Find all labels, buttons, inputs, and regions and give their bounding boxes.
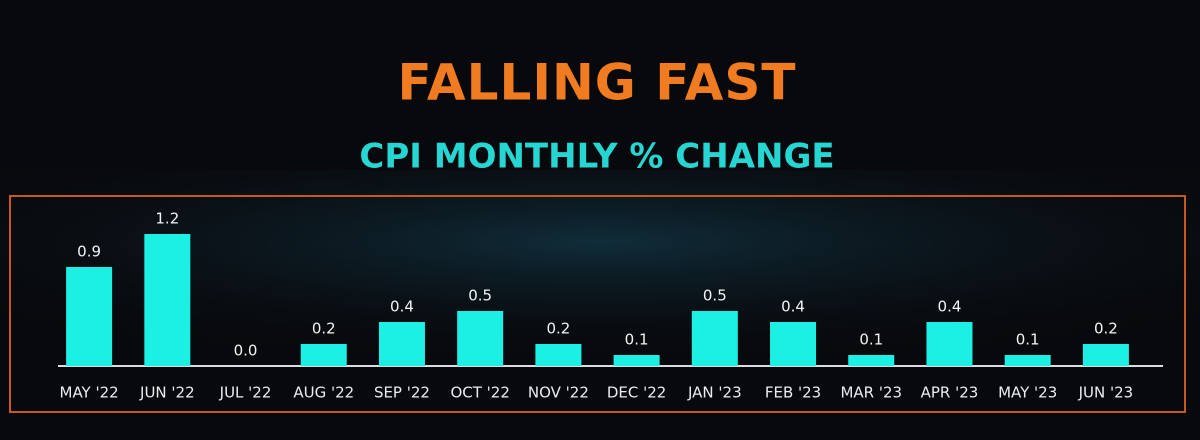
bar [66, 267, 113, 366]
x-tick-label: JUN '23 [1078, 384, 1134, 402]
bar [144, 234, 191, 366]
value-label: 0.1 [1016, 331, 1040, 349]
x-tick-label: MAR '23 [840, 384, 902, 402]
bar [691, 311, 738, 366]
chart-subtitle: CPI MONTHLY % CHANGE [359, 137, 834, 177]
bar [535, 344, 582, 366]
x-tick-label: NOV '22 [528, 384, 589, 402]
value-label: 0.4 [390, 298, 414, 316]
value-label: 0.2 [312, 320, 336, 338]
chart-title: FALLING FAST [398, 54, 797, 112]
bar [457, 311, 504, 366]
value-label: 0.4 [781, 298, 805, 316]
x-tick-label: SEP '22 [374, 384, 430, 402]
value-label: 0.4 [938, 298, 962, 316]
x-tick-label: MAY '22 [60, 384, 119, 402]
bar [770, 322, 817, 366]
value-label: 0.0 [234, 342, 258, 360]
x-tick-label: MAY '23 [998, 384, 1057, 402]
backdrop-glow [0, 170, 1200, 350]
chart-frame [9, 195, 1186, 413]
x-tick-label: AUG '22 [293, 384, 354, 402]
bar [300, 344, 347, 366]
value-label: 0.2 [546, 320, 570, 338]
value-label: 0.5 [468, 287, 492, 305]
x-tick-label: JUL '22 [219, 384, 272, 402]
bar [1082, 344, 1129, 366]
value-label: 0.1 [625, 331, 649, 349]
x-tick-label: DEC '22 [607, 384, 666, 402]
x-tick-label: OCT '22 [450, 384, 509, 402]
bar [1004, 355, 1051, 366]
bar [848, 355, 895, 366]
value-label: 0.2 [1094, 320, 1118, 338]
x-tick-label: JAN '23 [687, 384, 742, 402]
x-tick-label: APR '23 [921, 384, 979, 402]
value-label: 0.5 [703, 287, 727, 305]
value-label: 0.9 [77, 243, 101, 261]
value-label: 1.2 [155, 210, 179, 228]
bar [613, 355, 660, 366]
value-label: 0.1 [859, 331, 883, 349]
bar [926, 322, 973, 366]
bar [378, 322, 425, 366]
x-tick-label: JUN '22 [139, 384, 195, 402]
x-tick-label: FEB '23 [765, 384, 821, 402]
